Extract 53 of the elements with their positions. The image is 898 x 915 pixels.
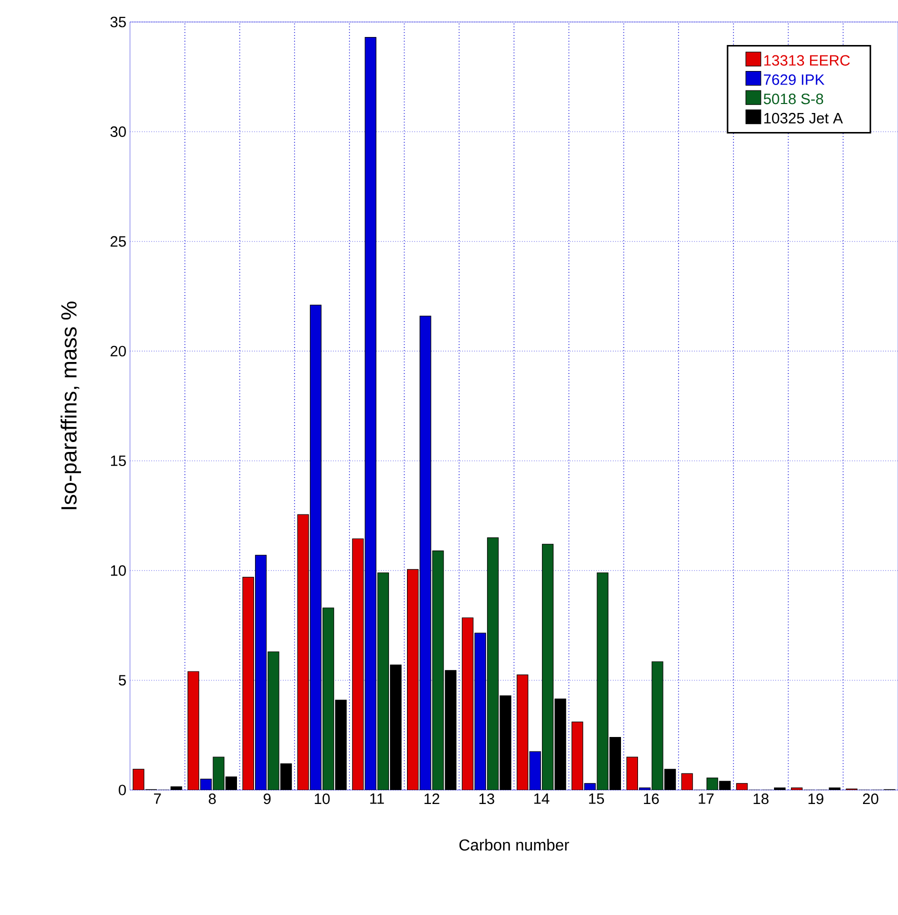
bar — [188, 671, 200, 790]
x-axis-title: Carbon number — [459, 838, 570, 851]
bar — [268, 651, 280, 790]
x-tick-label: 14 — [534, 794, 550, 804]
bar — [420, 316, 432, 790]
x-tick-label: 20 — [863, 794, 878, 804]
bar — [652, 661, 664, 790]
bar — [596, 572, 608, 790]
bar — [706, 778, 718, 790]
bar — [516, 674, 528, 790]
y-tick-label: 20 — [110, 346, 126, 356]
bar — [377, 572, 389, 790]
legend-label: 10325 Jet A — [764, 112, 843, 124]
y-tick-label: 5 — [118, 675, 126, 686]
bar — [432, 550, 444, 790]
bar — [297, 514, 309, 790]
y-tick-label: 30 — [110, 126, 126, 137]
bar — [407, 569, 419, 790]
x-tick-label: 15 — [589, 794, 604, 804]
x-tick-label: 7 — [154, 794, 161, 804]
bar — [542, 544, 554, 790]
bar — [242, 576, 254, 790]
x-tick-label: 13 — [479, 794, 494, 804]
y-tick-label: 35 — [110, 16, 126, 28]
y-tick-label: 10 — [111, 565, 126, 576]
y-tick-label: 0 — [118, 784, 126, 796]
bar — [626, 756, 638, 790]
bar — [322, 608, 334, 790]
legend-label: 5018 S-8 — [764, 94, 824, 104]
x-tick-label: 12 — [424, 794, 440, 804]
y-axis-title: Iso-paraffins, mass % — [60, 302, 82, 510]
x-tick-label: 11 — [370, 794, 384, 804]
x-tick-label: 19 — [808, 794, 824, 804]
x-tick-label: 17 — [698, 794, 714, 804]
bar — [352, 538, 364, 790]
x-tick-label: 16 — [644, 794, 659, 804]
bar — [572, 722, 584, 790]
bar — [364, 37, 376, 790]
x-tick-label: 9 — [264, 794, 271, 804]
bar — [310, 304, 322, 790]
bar — [255, 554, 267, 790]
x-tick-label: 10 — [314, 794, 330, 804]
y-tick-label: 25 — [110, 236, 126, 247]
y-tick-label: 15 — [111, 456, 126, 466]
bar — [487, 537, 499, 790]
x-tick-label: 8 — [208, 794, 216, 804]
legend-label: 7629 IPK — [764, 74, 824, 85]
x-tick-label: 18 — [754, 794, 769, 804]
bar — [529, 751, 541, 790]
legend-label: 13313 EERC — [764, 55, 850, 66]
bar — [212, 756, 224, 790]
bar — [462, 617, 474, 790]
bar — [474, 632, 486, 790]
